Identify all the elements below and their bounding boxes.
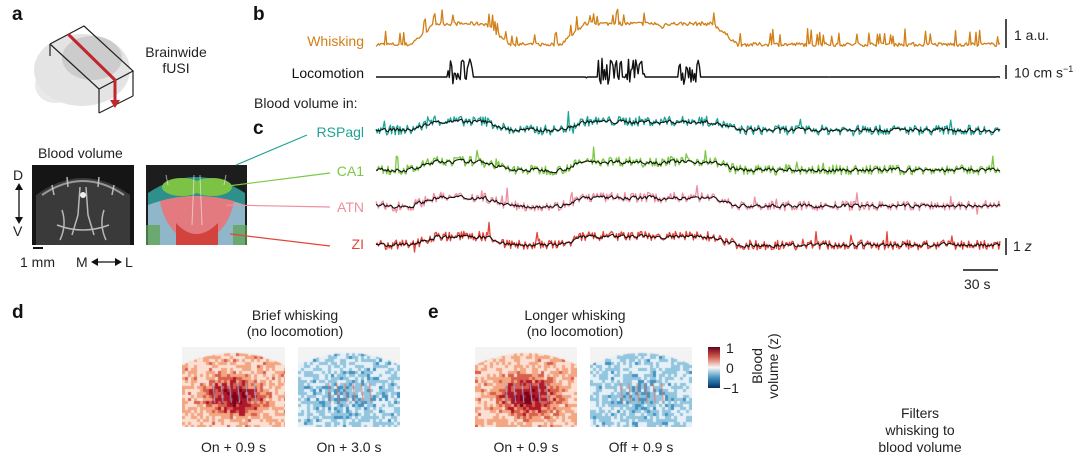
- trace-label-whisking: Whisking: [307, 33, 364, 49]
- heatmap-canvas: [182, 347, 285, 427]
- heatmap-canvas: [298, 347, 400, 427]
- activation-map-longer-on-0.9s: [475, 347, 577, 427]
- trace-label-atn: ATN: [337, 199, 364, 215]
- atlas-overlay-image: [146, 165, 247, 245]
- whisking-trace: [375, 8, 1001, 48]
- activation-map-brief-on-0.9s: [182, 347, 285, 427]
- map-caption: On + 0.9 s: [493, 439, 559, 455]
- panel-letter-a: a: [12, 4, 23, 25]
- blood-volume-image-title: Blood volume: [38, 145, 123, 161]
- model-trace-ca1: [376, 158, 1001, 174]
- colorbar-min-label: −1: [723, 380, 739, 396]
- panel-e-title: Longer whisking (no locomotion): [524, 307, 626, 339]
- trace-label-rspagl: RSPagl: [316, 124, 364, 140]
- trace-label-locomotion: Locomotion: [291, 65, 364, 81]
- activation-map-longer-off-0.9s: [590, 347, 692, 427]
- colorbar: [708, 347, 720, 388]
- panel-letter-b: b: [253, 4, 265, 25]
- colorbar-title: Blood volume (z): [749, 333, 781, 399]
- map-caption: On + 3.0 s: [316, 439, 382, 455]
- locomotion-trace: [376, 57, 1000, 85]
- heatmap-canvas: [475, 347, 577, 427]
- filters-note: Filters whisking to blood volume: [878, 405, 962, 455]
- axis-lateral-label: L: [125, 254, 133, 270]
- connector-ca1: [227, 172, 331, 187]
- trace-ca1: [375, 146, 1001, 176]
- activation-map-brief-on-3.0s: [298, 347, 400, 427]
- connector-zi: [229, 233, 331, 247]
- trace-label-zi: ZI: [351, 236, 364, 252]
- panel-letter-d: d: [12, 302, 24, 323]
- blood-volume-image: [32, 165, 134, 245]
- blood-volume-heading: Blood volume in:: [254, 95, 358, 111]
- z-scale-label: 1 z: [1013, 238, 1032, 254]
- whisking-scale-label: 1 a.u.: [1014, 27, 1050, 43]
- model-trace-rspagl: [375, 118, 1001, 133]
- trace-label-ca1: CA1: [336, 163, 364, 179]
- panel-d-title: Brief whisking (no locomotion): [246, 307, 344, 339]
- panel-letter-e: e: [428, 302, 439, 323]
- heatmap-canvas: [590, 347, 692, 427]
- ca1-region: [162, 178, 202, 196]
- map-caption: Off + 0.9 s: [608, 439, 674, 455]
- time-scale-label: 30 s: [964, 276, 991, 292]
- connector-atn: [225, 204, 331, 208]
- locomotion-scale-label: 10 cm s−1: [1014, 64, 1074, 81]
- model-trace-atn: [375, 194, 1001, 209]
- colorbar-mid-label: 0: [726, 360, 734, 376]
- colorbar-max-label: 1: [726, 340, 734, 356]
- panel-letter-c: c: [253, 118, 264, 139]
- zi-region: [176, 223, 218, 245]
- model-trace-zi: [375, 233, 1001, 249]
- axis-medial-label: M: [76, 254, 88, 270]
- brainwide-label: Brainwide fUSI: [145, 44, 207, 76]
- axis-ventral-label: V: [13, 223, 23, 239]
- connector-rspagl: [235, 134, 308, 166]
- axis-dorsal-label: D: [13, 167, 24, 183]
- scale-bar-label: 1 mm: [20, 254, 55, 270]
- map-caption: On + 0.9 s: [201, 439, 266, 455]
